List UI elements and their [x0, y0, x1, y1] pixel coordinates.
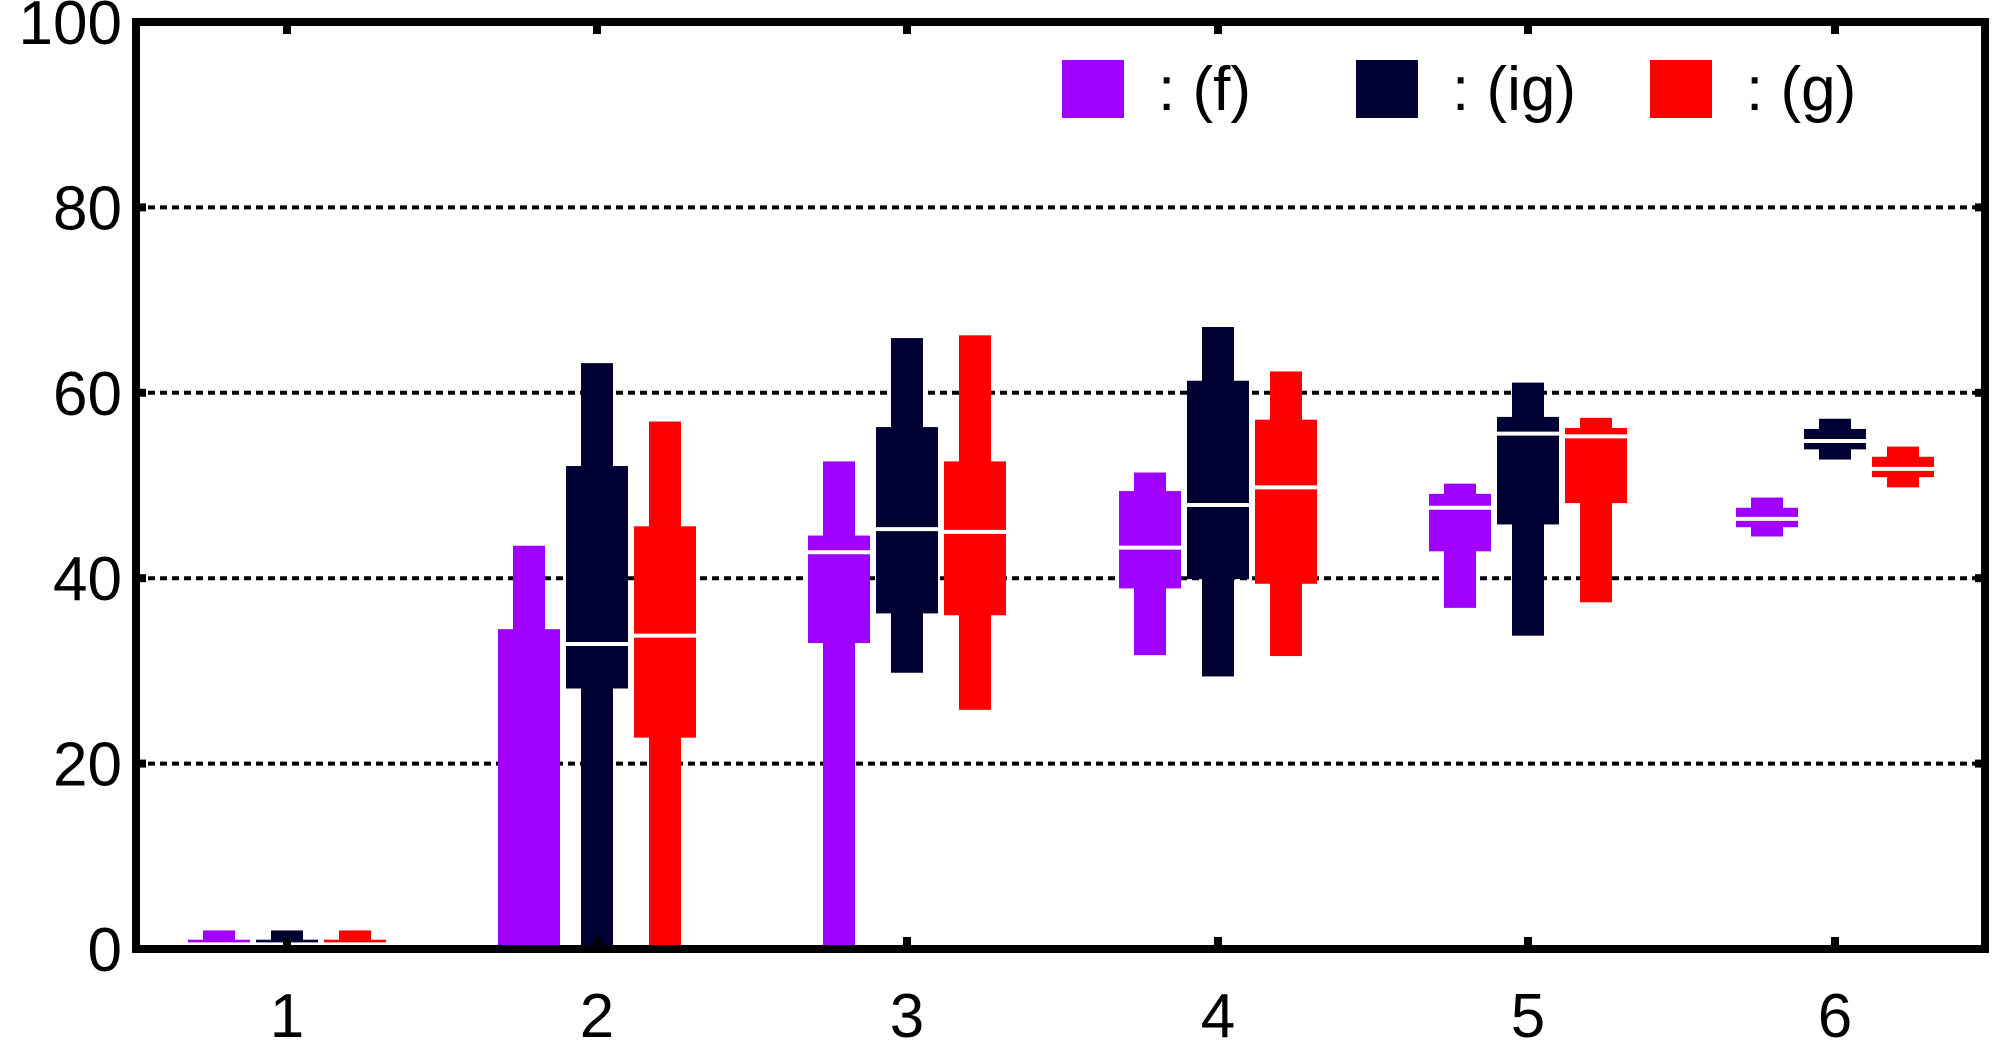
xtick-label: 4 — [1201, 982, 1235, 1041]
legend-swatch — [1356, 60, 1418, 118]
xtick-label: 1 — [270, 982, 304, 1041]
ytick-label: 100 — [19, 0, 122, 58]
plot-frame — [132, 18, 1989, 953]
legend-item-0: : (f) — [1062, 55, 1251, 124]
legend: : (f) : (ig) : (g) — [1062, 55, 1856, 124]
legend-label: : (ig) — [1452, 55, 1576, 124]
box-1-2 — [634, 421, 696, 949]
whisker — [823, 461, 855, 949]
iqr-box — [944, 461, 1006, 616]
ytick-label: 60 — [53, 360, 122, 429]
iqr-box — [634, 526, 696, 738]
box-5-1 — [1804, 418, 1866, 460]
box-3-1 — [1187, 326, 1249, 677]
box-4-2 — [1565, 417, 1627, 603]
box-2-0 — [808, 461, 870, 949]
ytick-label: 40 — [53, 545, 122, 614]
box-1-1 — [566, 363, 628, 949]
xtick-label: 2 — [580, 982, 614, 1041]
legend-swatch — [1650, 60, 1712, 118]
iqr-box — [876, 427, 938, 614]
box-5-2 — [1872, 446, 1934, 488]
box-1-0 — [498, 545, 560, 951]
box-3-0 — [1119, 472, 1181, 656]
box-3-2 — [1255, 371, 1317, 657]
iqr-box — [498, 629, 560, 949]
xtick-label: 3 — [890, 982, 924, 1041]
legend-item-1: : (ig) — [1356, 55, 1576, 124]
box-4-1 — [1497, 382, 1559, 636]
legend-item-2: : (g) — [1650, 55, 1856, 124]
legend-swatch — [1062, 60, 1124, 118]
axis-ticks: 0 20 40 60 80 100 1 2 3 4 5 6 — [19, 0, 1985, 1041]
iqr-box — [1119, 491, 1181, 589]
iqr-box — [1565, 428, 1627, 504]
xtick-label: 6 — [1818, 982, 1852, 1041]
iqr-box — [1255, 419, 1317, 584]
box-5-0 — [1736, 497, 1798, 537]
iqr-box — [566, 466, 628, 689]
box-0-2 — [324, 930, 386, 949]
box-marks — [188, 326, 1934, 951]
ytick-label: 80 — [53, 174, 122, 243]
box-2-2 — [944, 335, 1006, 710]
ytick-label: 0 — [88, 916, 122, 985]
iqr-box — [1187, 380, 1249, 580]
box-2-1 — [876, 338, 938, 673]
legend-label: : (g) — [1746, 55, 1856, 124]
ytick-label: 20 — [53, 731, 122, 800]
box-0-0 — [188, 930, 250, 949]
iqr-box — [1429, 493, 1491, 552]
gridlines — [136, 205, 1985, 766]
xtick-label: 5 — [1511, 982, 1545, 1041]
legend-label: : (f) — [1158, 55, 1251, 124]
box-4-0 — [1429, 483, 1491, 608]
